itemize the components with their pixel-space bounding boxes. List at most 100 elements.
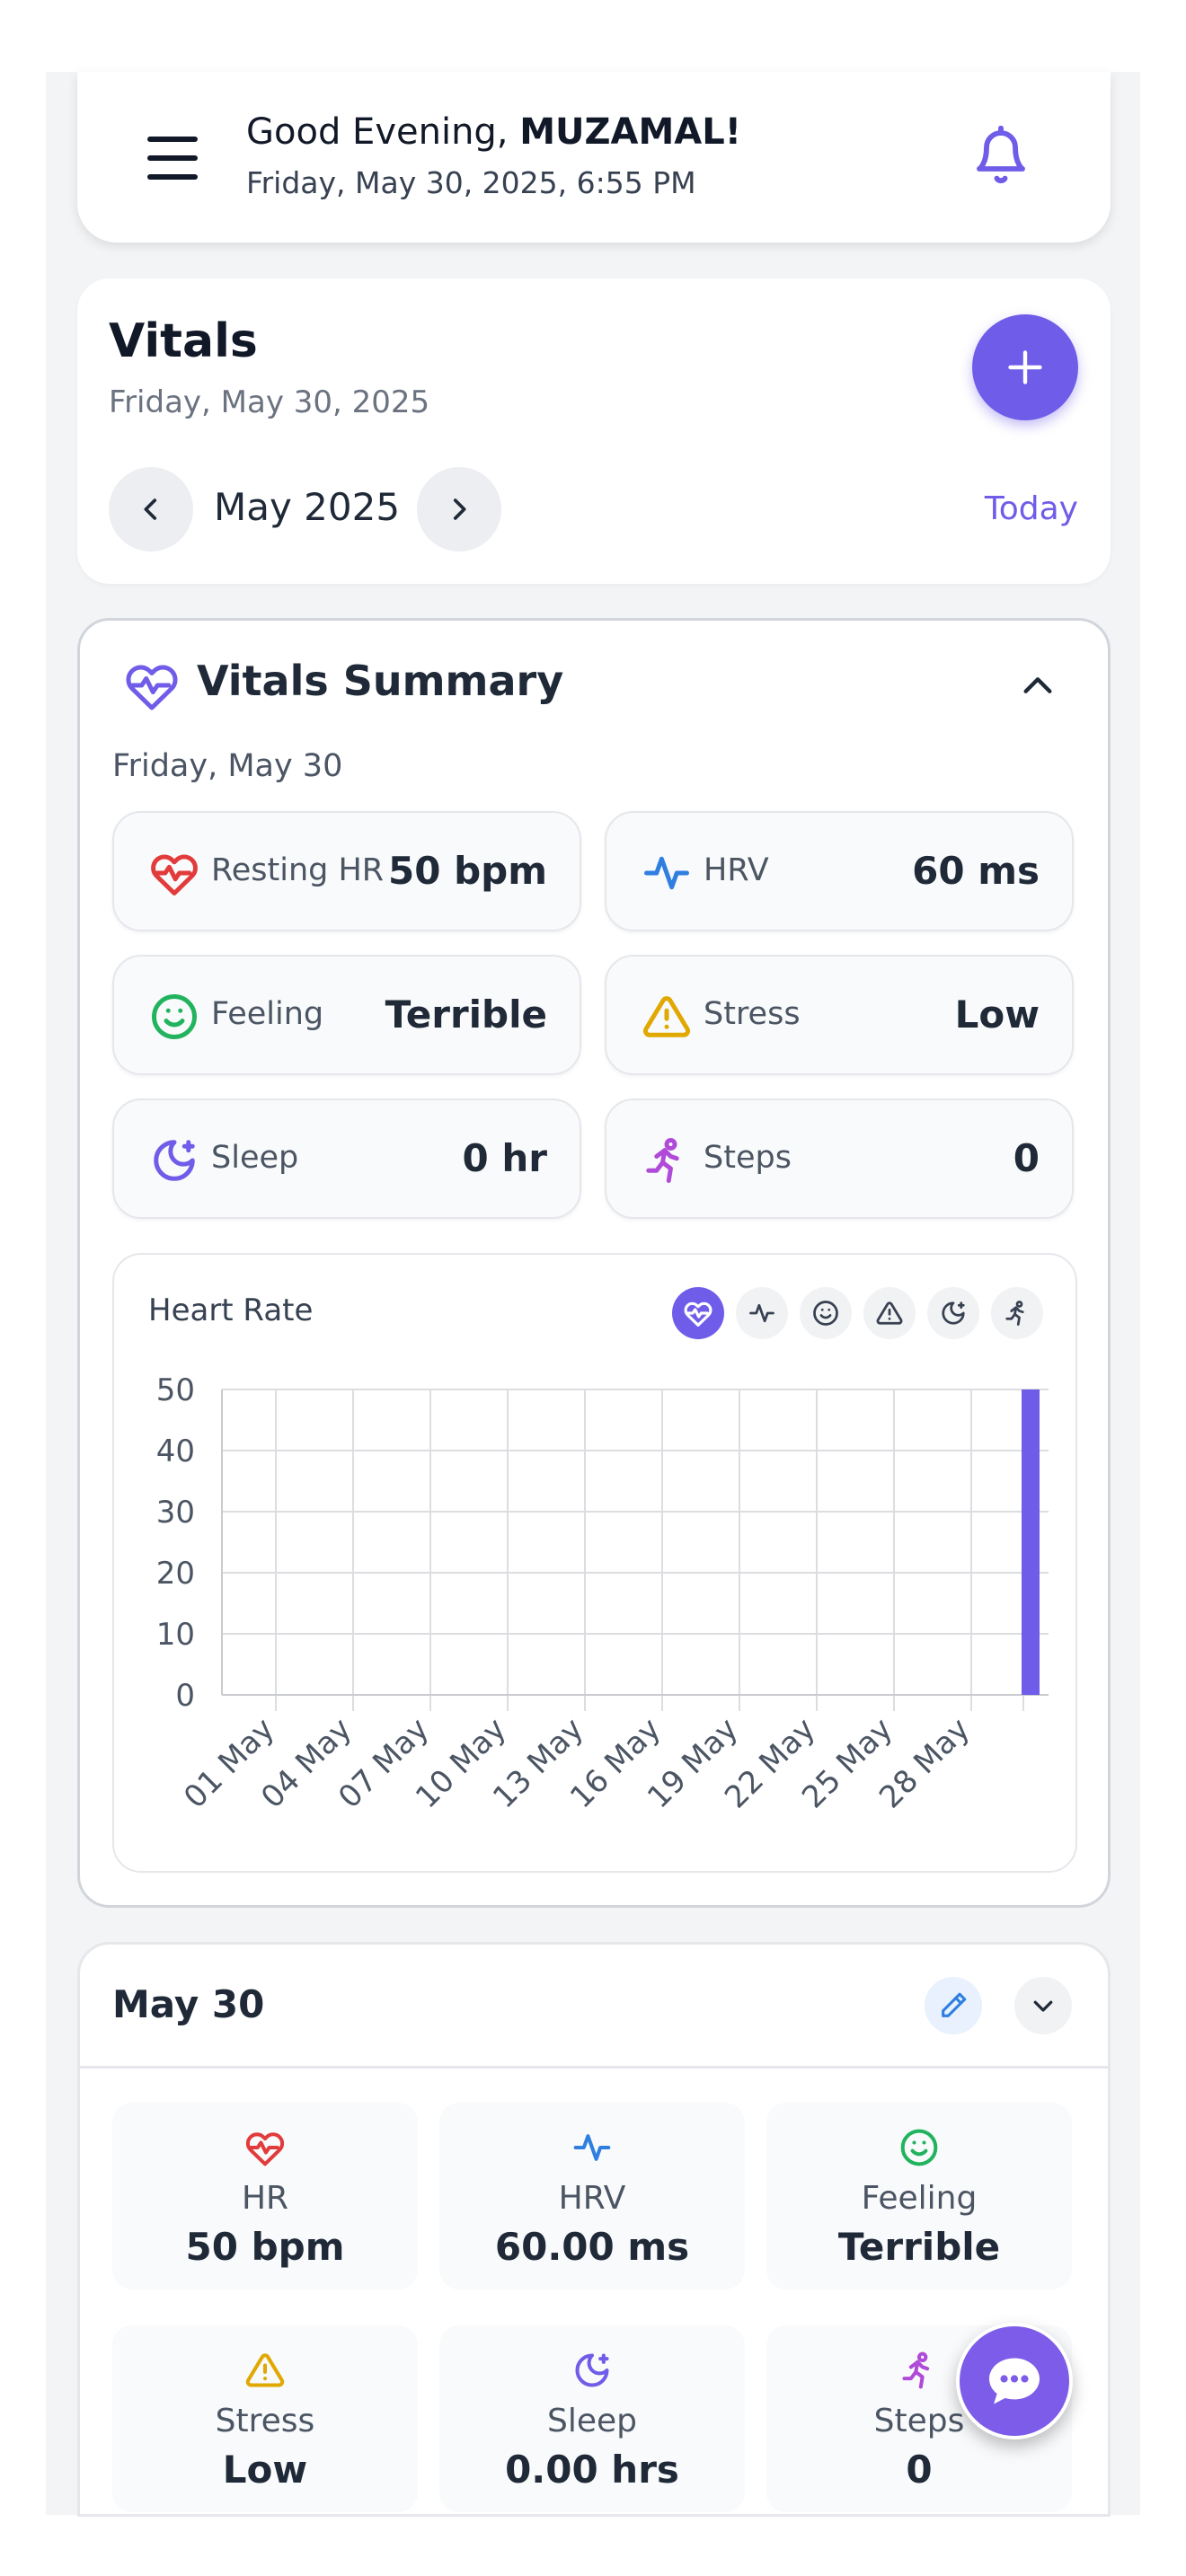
y-tick-label: 0 bbox=[175, 1678, 195, 1714]
current-datetime: Friday, May 30, 2025, 6:55 PM bbox=[246, 165, 696, 200]
stress-tile[interactable]: Stress Low bbox=[605, 955, 1074, 1075]
metric-value: 50 bpm bbox=[185, 2225, 345, 2269]
activity-icon bbox=[749, 1303, 774, 1323]
chart-tab-steps[interactable] bbox=[991, 1287, 1043, 1339]
day-entry-title: May 30 bbox=[112, 1982, 265, 2026]
pencil-icon bbox=[942, 1992, 967, 2017]
hamburger-menu-icon[interactable] bbox=[147, 137, 198, 180]
sleep-metric: Sleep 0.00 hrs bbox=[439, 2325, 745, 2512]
smile-icon bbox=[900, 2129, 938, 2166]
chart-tab-sleep[interactable] bbox=[927, 1287, 979, 1339]
chat-bubble-icon bbox=[989, 2358, 1040, 2404]
chat-button[interactable] bbox=[956, 2323, 1073, 2439]
activity-icon bbox=[644, 856, 689, 890]
chart-tab-hrv[interactable] bbox=[736, 1287, 788, 1339]
chart-tab-feeling[interactable] bbox=[800, 1287, 852, 1339]
greeting: Good Evening, MUZAMAL! bbox=[246, 111, 741, 153]
running-icon bbox=[646, 1138, 679, 1183]
running-icon bbox=[1005, 1301, 1024, 1326]
day-entry-card: May 30 HR 50 bpm HRV 60.00 ms Feeling Te… bbox=[77, 1942, 1111, 2517]
add-vitals-button[interactable] bbox=[972, 314, 1078, 420]
chevron-left-icon bbox=[144, 498, 157, 520]
metric-label: Steps bbox=[873, 2403, 965, 2439]
tile-value: Terrible bbox=[385, 992, 547, 1037]
tile-value: 50 bpm bbox=[388, 849, 547, 893]
y-tick-label: 10 bbox=[156, 1617, 195, 1653]
edit-entry-button[interactable] bbox=[925, 1977, 982, 2034]
running-icon bbox=[902, 2351, 930, 2389]
tile-value: Low bbox=[954, 992, 1040, 1037]
feeling-metric: Feeling Terrible bbox=[766, 2103, 1072, 2289]
tile-label: Stress bbox=[704, 996, 801, 1032]
hrv-tile[interactable]: HRV 60 ms bbox=[605, 811, 1074, 931]
tile-value: 0 hr bbox=[462, 1136, 547, 1180]
chevron-right-icon bbox=[453, 498, 466, 520]
heart-pulse-icon bbox=[245, 2132, 285, 2166]
vitals-card: Vitals Friday, May 30, 2025 May 2025 Tod… bbox=[77, 278, 1111, 584]
chart-bar bbox=[1022, 1389, 1040, 1695]
hr-metric: HR 50 bpm bbox=[112, 2103, 418, 2289]
metric-label: HR bbox=[241, 2180, 289, 2217]
next-month-button[interactable] bbox=[417, 467, 501, 551]
app-header: Good Evening, MUZAMAL! Friday, May 30, 2… bbox=[77, 72, 1111, 243]
warning-icon bbox=[245, 2353, 285, 2387]
heart-pulse-icon bbox=[684, 1301, 712, 1327]
metric-label: Feeling bbox=[861, 2180, 978, 2217]
chevron-up-icon[interactable] bbox=[1018, 667, 1058, 703]
y-tick-label: 30 bbox=[156, 1495, 195, 1531]
moon-icon bbox=[154, 1140, 195, 1181]
metric-label: Sleep bbox=[546, 2403, 637, 2439]
vitals-summary-title: Vitals Summary bbox=[197, 657, 564, 705]
steps-tile[interactable]: Steps 0 bbox=[605, 1098, 1074, 1219]
tile-value: 0 bbox=[1013, 1136, 1040, 1180]
resting-hr-tile[interactable]: Resting HR 50 bpm bbox=[112, 811, 581, 931]
hrv-metric: HRV 60.00 ms bbox=[439, 2103, 745, 2289]
metric-label: Stress bbox=[215, 2403, 315, 2439]
heart-pulse-icon bbox=[151, 854, 198, 895]
chart-tab-stress[interactable] bbox=[863, 1287, 916, 1339]
stress-metric: Stress Low bbox=[112, 2325, 418, 2512]
y-tick-label: 50 bbox=[156, 1372, 195, 1408]
tile-value: 60 ms bbox=[912, 849, 1040, 893]
day-entry-header[interactable]: May 30 bbox=[80, 1945, 1108, 2069]
chart-metric-tabs bbox=[672, 1287, 1043, 1339]
today-link[interactable]: Today bbox=[984, 490, 1078, 527]
sleep-tile[interactable]: Sleep 0 hr bbox=[112, 1098, 581, 1219]
chart-tab-heart-rate[interactable] bbox=[672, 1287, 724, 1339]
tile-label: Resting HR bbox=[211, 852, 385, 888]
expand-entry-button[interactable] bbox=[1014, 1977, 1072, 2034]
chevron-down-icon bbox=[1033, 2000, 1053, 2012]
tile-label: Steps bbox=[704, 1140, 792, 1176]
metric-value: 0 bbox=[906, 2448, 933, 2492]
moon-icon bbox=[575, 2353, 609, 2387]
moon-icon bbox=[942, 1301, 965, 1325]
y-tick-label: 40 bbox=[156, 1434, 195, 1469]
warning-icon bbox=[876, 1301, 903, 1325]
metric-value: 0.00 hrs bbox=[505, 2448, 679, 2492]
metric-label: HRV bbox=[558, 2180, 626, 2217]
greeting-prefix: Good Evening, bbox=[246, 111, 520, 153]
page-title: Vitals bbox=[109, 314, 258, 368]
tile-label: HRV bbox=[704, 852, 769, 888]
feeling-tile[interactable]: Feeling Terrible bbox=[112, 955, 581, 1075]
heart-rate-chart-card: Heart Rate 0 10 20 30 40 50 01 May 04 May 07 May… bbox=[112, 1253, 1077, 1873]
warning-icon bbox=[643, 996, 690, 1037]
y-tick-label: 20 bbox=[156, 1556, 195, 1592]
user-name: MUZAMAL! bbox=[519, 111, 741, 153]
smile-icon bbox=[813, 1301, 838, 1326]
vitals-date: Friday, May 30, 2025 bbox=[109, 384, 430, 420]
tile-label: Sleep bbox=[211, 1140, 299, 1176]
chart-title: Heart Rate bbox=[148, 1292, 314, 1328]
metric-value: 60.00 ms bbox=[494, 2225, 690, 2269]
metric-value: Terrible bbox=[837, 2225, 1001, 2269]
metric-value: Low bbox=[222, 2448, 308, 2492]
summary-date: Friday, May 30 bbox=[112, 748, 343, 784]
smile-icon bbox=[152, 994, 197, 1039]
notification-bell-icon[interactable] bbox=[972, 125, 1030, 190]
previous-month-button[interactable] bbox=[109, 467, 193, 551]
heart-pulse-icon bbox=[125, 660, 179, 710]
vitals-summary-card: Vitals Summary Friday, May 30 Resting HR… bbox=[77, 618, 1111, 1908]
tile-label: Feeling bbox=[211, 996, 324, 1032]
activity-icon bbox=[573, 2134, 611, 2161]
